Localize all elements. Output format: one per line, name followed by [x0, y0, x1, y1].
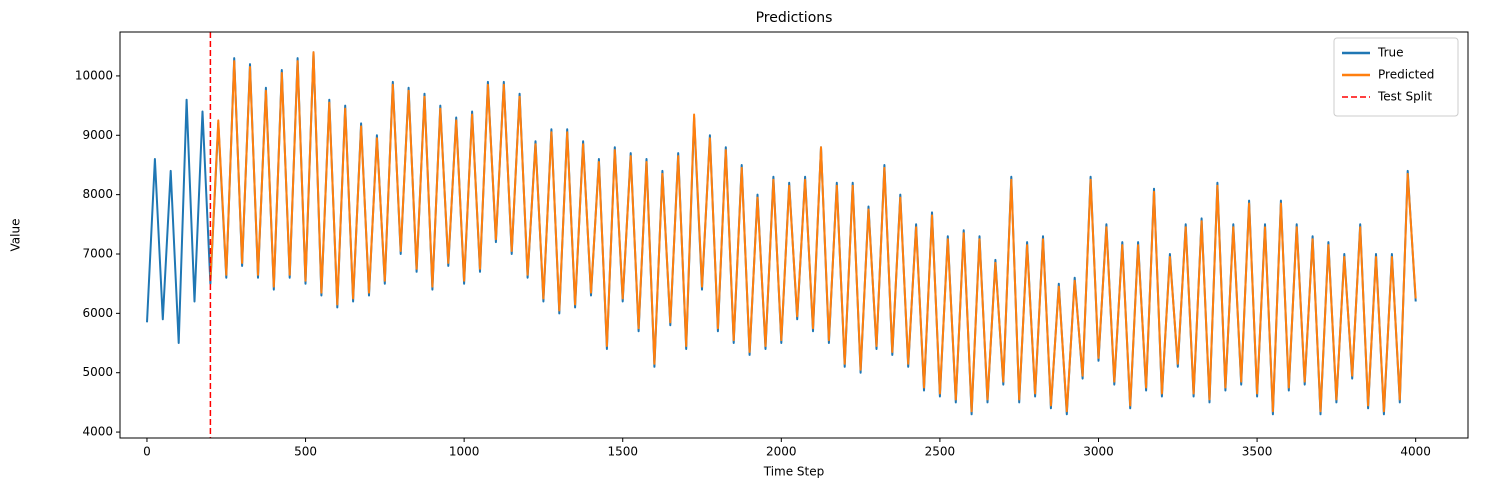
x-tick-label: 0 — [143, 445, 151, 459]
chart-title: Predictions — [756, 10, 833, 26]
x-tick-label: 1000 — [449, 445, 480, 459]
x-tick-label: 2500 — [925, 445, 956, 459]
y-tick-label: 9000 — [82, 128, 113, 142]
y-tick-label: 4000 — [82, 425, 113, 439]
x-tick-label: 4000 — [1400, 445, 1431, 459]
y-tick-label: 6000 — [82, 306, 113, 320]
legend-label: Test Split — [1377, 90, 1432, 104]
series-line — [209, 51, 1417, 413]
series-line — [146, 51, 1417, 416]
legend-label: True — [1377, 46, 1404, 60]
y-tick-label: 8000 — [82, 187, 113, 201]
x-tick-label: 500 — [294, 445, 317, 459]
x-axis-label: Time Step — [763, 465, 825, 479]
y-tick-label: 7000 — [82, 246, 113, 260]
x-tick-label: 3500 — [1242, 445, 1273, 459]
y-axis-label: Value — [9, 219, 23, 252]
y-tick-label: 5000 — [82, 365, 113, 379]
x-tick-label: 2000 — [766, 445, 797, 459]
x-tick-label: 3000 — [1083, 445, 1114, 459]
y-tick-label: 10000 — [75, 68, 113, 82]
plot-frame — [119, 31, 1469, 439]
legend-label: Predicted — [1378, 68, 1434, 82]
x-tick-label: 1500 — [607, 445, 638, 459]
